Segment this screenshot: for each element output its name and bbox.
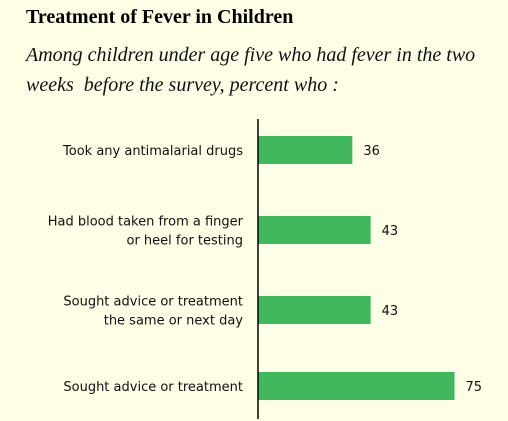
chart-title: Treatment of Fever in Children [26, 6, 294, 28]
value-label-1: 36 [363, 144, 380, 159]
category-label-3-line-2: the same or next day [104, 314, 244, 329]
category-label-4-line-1: Sought advice or treatment [63, 380, 243, 395]
value-label-4: 75 [466, 380, 483, 395]
category-label-2-line-2: or heel for testing [127, 234, 244, 249]
bar-1 [258, 136, 353, 164]
category-label-1-line-1: Took any antimalarial drugs [62, 144, 243, 159]
bar-3 [258, 296, 371, 324]
value-label-2: 43 [382, 224, 399, 239]
value-label-3: 43 [382, 304, 399, 319]
chart-subtitle-line-1: Among children under age five who had fe… [26, 44, 476, 66]
chart-subtitle-line-2: weeks before the survey, percent who : [26, 74, 339, 96]
category-label-3-line-1: Sought advice or treatment [63, 295, 243, 310]
category-label-2-line-1: Had blood taken from a finger [48, 215, 244, 230]
bar-4 [258, 372, 455, 400]
bar-2 [258, 216, 371, 244]
chart-subtitle: Among children under age five who had fe… [26, 40, 504, 100]
